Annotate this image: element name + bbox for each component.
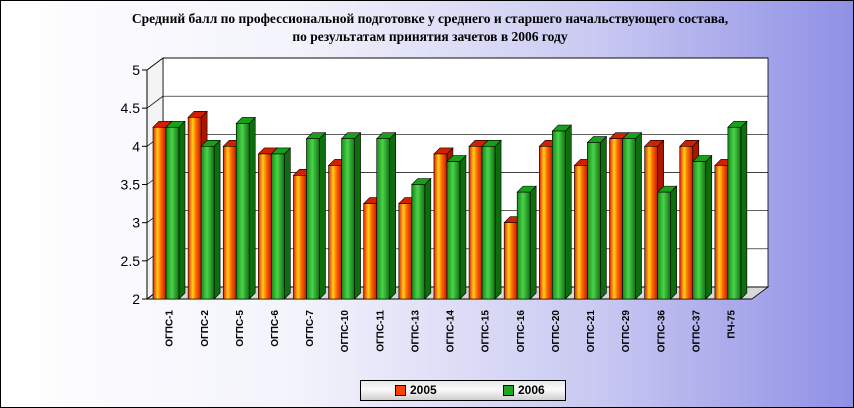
bar-side-2006-ОГПС-2 <box>213 139 221 300</box>
y-tick-label: 3 <box>132 215 140 231</box>
y-tick-label: 4.5 <box>121 100 141 116</box>
legend-item-2006: 2006 <box>503 383 545 397</box>
bar-2006-ОГПС-7 <box>306 138 320 300</box>
bar-2005-ОГПС-20 <box>538 146 553 300</box>
bar-2005-ОГПС-2 <box>187 117 202 300</box>
bar-side-2006-ОГПС-1 <box>178 120 186 300</box>
bar-2006-ОГПС-20 <box>551 130 566 300</box>
y-tick-label: 2 <box>132 291 140 307</box>
bar-2006-ОГПС-21 <box>587 142 601 300</box>
bar-side-2006-ОГПС-36 <box>670 185 677 300</box>
bar-2005-ОГПС-21 <box>574 165 588 300</box>
legend-label-2006: 2006 <box>518 383 545 397</box>
bar-2005-ОГПС-14 <box>433 153 448 300</box>
y-tick-label: 3.5 <box>121 177 141 193</box>
bar-2005-ОГПС-37 <box>679 146 694 300</box>
bar-2006-ПЧ-75 <box>727 126 742 300</box>
y-tick-label: 5 <box>132 62 140 78</box>
x-tick-label: ОГПС-13 <box>410 310 421 353</box>
legend-label-2005: 2005 <box>410 383 437 397</box>
bar-2005-ОГПС-5 <box>222 146 237 300</box>
bar-2005-ОГПС-11 <box>363 203 378 300</box>
chart-title-block: Средний балл по профессиональной подгото… <box>80 10 780 46</box>
bar-2006-ОГПС-37 <box>692 161 707 300</box>
bar-2005-ПЧ-75 <box>714 165 729 300</box>
bar-2006-ОГПС-14 <box>446 161 461 300</box>
legend-swatch-2005 <box>395 384 406 396</box>
x-tick-label: ОГПС-37 <box>691 310 702 353</box>
x-tick-label: ОГПС-11 <box>375 310 386 352</box>
bar-2006-ОГПС-16 <box>516 191 531 300</box>
bar-side-2006-ОГПС-13 <box>424 177 432 300</box>
bar-side-2006-ОГПС-29 <box>635 131 642 300</box>
bar-side-2006-ОГПС-5 <box>248 116 256 300</box>
x-tick-label: ОГПС-2 <box>200 310 211 347</box>
bar-2005-ОГПС-36 <box>644 146 658 300</box>
x-tick-label: ОГПС-14 <box>446 310 457 353</box>
bar-side-2006-ПЧ-75 <box>740 120 748 300</box>
bar-2006-ОГПС-15 <box>481 146 496 300</box>
x-tick-label: ОГПС-20 <box>551 310 562 353</box>
x-tick-label: ОГПС-5 <box>235 310 246 347</box>
chart-title: Средний балл по профессиональной подгото… <box>131 11 729 26</box>
legend-swatch-2006 <box>503 384 514 396</box>
bar-2005-ОГПС-29 <box>609 138 623 300</box>
bar-2006-ОГПС-29 <box>622 138 636 300</box>
bar-2005-ОГПС-16 <box>503 222 518 300</box>
bar-side-2006-ОГПС-37 <box>705 154 713 300</box>
x-tick-label: ОГПС-1 <box>165 310 176 347</box>
bar-side-2006-ОГПС-16 <box>529 185 537 300</box>
bar-2006-ОГПС-2 <box>200 146 215 300</box>
bar-side-2006-ОГПС-10 <box>354 131 361 300</box>
bar-side-2006-ОГПС-6 <box>284 147 291 300</box>
bar-2005-ОГПС-6 <box>258 153 272 300</box>
bar-2006-ОГПС-36 <box>657 191 671 300</box>
bar-2006-ОГПС-11 <box>376 138 391 300</box>
bar-2006-ОГПС-13 <box>411 184 426 300</box>
x-tick-label: ОГПС-7 <box>305 310 316 347</box>
x-tick-label: ОГПС-16 <box>516 310 527 353</box>
x-tick-label: ОГПС-10 <box>340 310 351 353</box>
x-tick-label: ОГПС-15 <box>481 310 492 353</box>
bar-2005-ОГПС-10 <box>328 165 342 300</box>
bar-2005-ОГПС-1 <box>152 126 167 300</box>
bar-side-2006-ОГПС-11 <box>389 131 397 300</box>
legend-item-2005: 2005 <box>395 383 437 397</box>
bar-2005-ОГПС-13 <box>398 203 413 300</box>
bar-2006-ОГПС-5 <box>235 123 250 300</box>
gridline-side <box>146 57 164 71</box>
x-tick-label: ОГПС-21 <box>586 310 597 353</box>
x-tick-label: ОГПС-29 <box>621 310 632 353</box>
bar-2006-ОГПС-6 <box>271 153 285 300</box>
y-tick-label: 2.5 <box>121 253 141 269</box>
bar-2006-ОГПС-1 <box>165 126 180 300</box>
bar-2005-ОГПС-15 <box>468 146 483 300</box>
x-tick-label: ОГПС-6 <box>270 310 281 347</box>
bar-side-2006-ОГПС-21 <box>600 135 607 300</box>
bar-side-2006-ОГПС-7 <box>319 131 326 300</box>
legend: 2005 2006 <box>360 380 566 401</box>
bar-side-2006-ОГПС-20 <box>564 124 572 300</box>
x-tick-label: ОГПС-36 <box>656 310 667 353</box>
bar-side-2006-ОГПС-15 <box>494 139 502 300</box>
bar-side-2006-ОГПС-14 <box>459 154 467 300</box>
chart-subtitle: по результатам принятия зачетов в 2006 г… <box>292 29 568 44</box>
bar-2006-ОГПС-10 <box>341 138 355 300</box>
y-tick-label: 4 <box>132 138 140 154</box>
bar-2005-ОГПС-7 <box>293 175 307 300</box>
x-tick-label: ПЧ-75 <box>727 310 738 339</box>
gridline-side <box>146 95 164 109</box>
